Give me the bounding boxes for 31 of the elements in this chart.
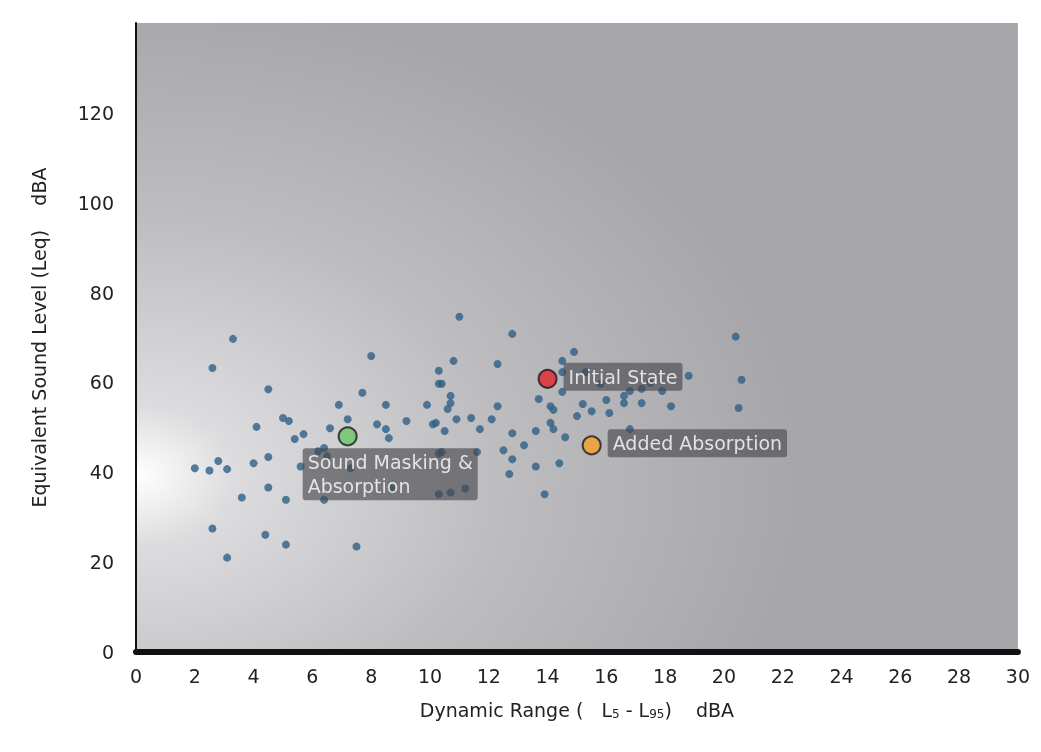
x-tick-label: 16 [594, 664, 619, 687]
y-tick-label: 40 [89, 461, 114, 484]
y-axis-title: Equivalent Sound Level (Leq) dBA [27, 167, 50, 508]
x-tick-label: 30 [1005, 664, 1031, 687]
x-tick-label: 4 [247, 664, 260, 687]
x-tick-label: 0 [129, 664, 143, 687]
x-tick-label: 2 [188, 664, 201, 687]
x-tick-label: 28 [947, 664, 972, 687]
x-axis-title: Dynamic Range ( L5 - L95) dBA [419, 699, 735, 721]
y-tick-label: 120 [77, 101, 114, 124]
point [537, 368, 558, 389]
x-tick-label: 6 [306, 664, 319, 687]
x-tick-label: 10 [417, 664, 443, 687]
point [581, 435, 602, 456]
x-tick-label: 12 [476, 664, 501, 687]
series-label: Initial State [568, 365, 678, 388]
y-tick-label: 60 [89, 371, 114, 394]
x-tick-label: 14 [535, 664, 560, 687]
series-label: Sound Masking & Absorption [307, 451, 473, 498]
x-tick-label: 24 [829, 664, 854, 687]
y-tick-label: 100 [77, 191, 114, 214]
y-tick-label: 20 [89, 551, 114, 574]
x-tick-label: 26 [888, 664, 913, 687]
x-tick-label: 18 [653, 664, 678, 687]
x-tick-label: 8 [365, 664, 378, 687]
x-tick-label: 20 [711, 664, 737, 687]
series-label: Added Absorption [612, 432, 783, 455]
y-tick-label: 80 [89, 281, 114, 304]
x-tick-label: 22 [770, 664, 795, 687]
point [337, 426, 358, 447]
y-tick-label: 0 [101, 641, 114, 663]
